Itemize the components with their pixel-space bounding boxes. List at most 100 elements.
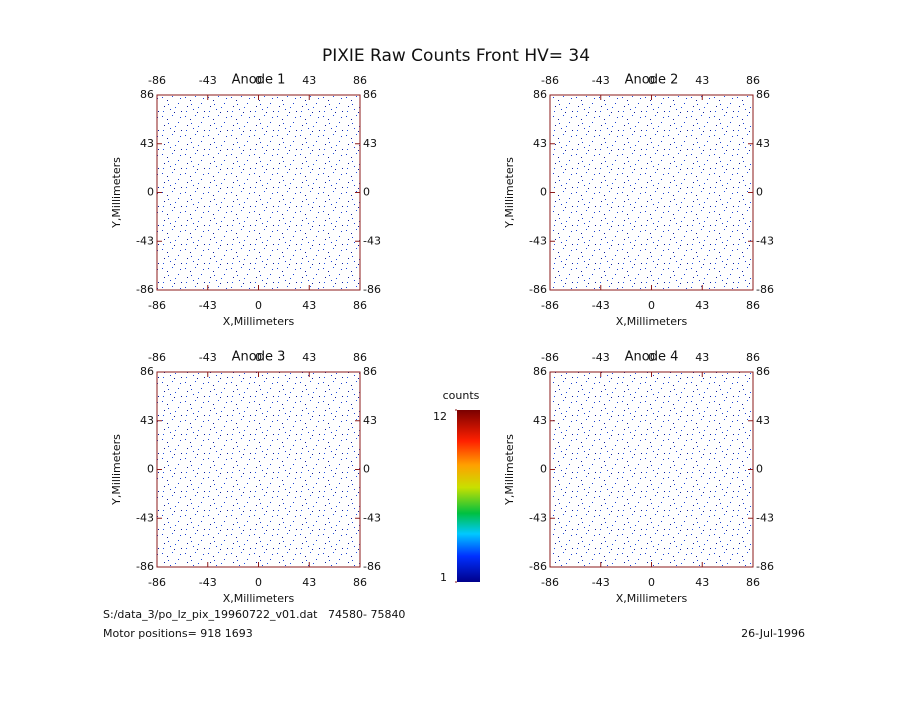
y-tick-label: 0 — [147, 463, 154, 476]
y-tick-label: 0 — [540, 186, 547, 199]
x-axis-label: X,Millimeters — [223, 315, 295, 328]
y-tick-label-right: 0 — [756, 463, 763, 476]
y-tick-label: 86 — [533, 365, 547, 378]
y-tick-label-right: 0 — [363, 463, 370, 476]
x-tick-label-top: -86 — [148, 74, 166, 87]
y-tick-label-right: 43 — [756, 414, 770, 427]
colorbar-tick-label: 1 — [440, 571, 447, 584]
x-axis-label: X,Millimeters — [616, 592, 688, 605]
y-axis-label: Y,Millimeters — [110, 157, 123, 229]
x-tick-label: -86 — [541, 299, 559, 312]
y-tick-label-right: -86 — [756, 560, 774, 573]
y-axis-label: Y,Millimeters — [503, 434, 516, 506]
y-tick-label-right: 43 — [363, 414, 377, 427]
date: 26-Jul-1996 — [741, 627, 805, 640]
colorbar-label: counts — [443, 389, 480, 402]
x-tick-label-top: 43 — [302, 351, 316, 364]
y-tick-label: -86 — [136, 560, 154, 573]
y-tick-label-right: 0 — [756, 186, 763, 199]
file-info: S:/data_3/po_lz_pix_19960722_v01.dat 745… — [103, 608, 405, 621]
count-map — [550, 372, 753, 567]
y-tick-label-right: 86 — [756, 88, 770, 101]
y-tick-label: -43 — [529, 511, 547, 524]
x-tick-label-top: 0 — [648, 74, 655, 87]
x-tick-label-top: 43 — [302, 74, 316, 87]
x-tick-label: 86 — [746, 299, 760, 312]
y-tick-label: -86 — [529, 560, 547, 573]
y-tick-label: 0 — [147, 186, 154, 199]
x-tick-label: 86 — [353, 299, 367, 312]
count-map — [550, 95, 753, 290]
x-tick-label-top: 43 — [695, 74, 709, 87]
y-tick-label: -86 — [529, 283, 547, 296]
x-tick-label: -86 — [541, 576, 559, 589]
y-axis-label: Y,Millimeters — [110, 434, 123, 506]
y-tick-label-right: -43 — [756, 234, 774, 247]
x-tick-label-top: 0 — [255, 74, 262, 87]
x-tick-label: 0 — [255, 299, 262, 312]
x-tick-label-top: -43 — [592, 74, 610, 87]
x-tick-label: 0 — [255, 576, 262, 589]
x-tick-label-top: 86 — [353, 74, 367, 87]
y-tick-label-right: -86 — [756, 283, 774, 296]
x-tick-label: 0 — [648, 299, 655, 312]
y-tick-label-right: -43 — [756, 511, 774, 524]
y-tick-label-right: -43 — [363, 511, 381, 524]
y-axis-label: Y,Millimeters — [503, 157, 516, 229]
y-tick-label-right: 86 — [756, 365, 770, 378]
x-tick-label-top: 86 — [353, 351, 367, 364]
x-tick-label: 43 — [302, 299, 316, 312]
count-map — [157, 372, 360, 567]
x-tick-label-top: -43 — [199, 74, 217, 87]
x-tick-label: 86 — [353, 576, 367, 589]
x-tick-label-top: 0 — [648, 351, 655, 364]
x-tick-label-top: 86 — [746, 351, 760, 364]
y-tick-label-right: 86 — [363, 88, 377, 101]
y-tick-label: -43 — [136, 511, 154, 524]
x-tick-label-top: 86 — [746, 74, 760, 87]
x-tick-label-top: -86 — [148, 351, 166, 364]
y-tick-label: 43 — [140, 414, 154, 427]
y-tick-label: -43 — [529, 234, 547, 247]
x-tick-label: 0 — [648, 576, 655, 589]
x-tick-label-top: -86 — [541, 74, 559, 87]
x-axis-label: X,Millimeters — [616, 315, 688, 328]
y-tick-label: 86 — [140, 365, 154, 378]
y-tick-label-right: 43 — [363, 137, 377, 150]
y-tick-label: -86 — [136, 283, 154, 296]
x-tick-label: -86 — [148, 299, 166, 312]
count-map — [157, 95, 360, 290]
panel-title: Anode 4 — [625, 350, 679, 365]
x-tick-label-top: -43 — [199, 351, 217, 364]
x-tick-label: 43 — [302, 576, 316, 589]
y-tick-label-right: -43 — [363, 234, 381, 247]
x-tick-label-top: 43 — [695, 351, 709, 364]
colorbar-tick-label: 12 — [433, 410, 447, 423]
x-tick-label-top: -86 — [541, 351, 559, 364]
y-tick-label: 86 — [533, 88, 547, 101]
y-tick-label-right: -86 — [363, 283, 381, 296]
panel-title: Anode 3 — [232, 350, 286, 365]
page-title: PIXIE Raw Counts Front HV= 34 — [322, 46, 590, 66]
x-tick-label-top: 0 — [255, 351, 262, 364]
y-tick-label-right: 43 — [756, 137, 770, 150]
x-axis-label: X,Millimeters — [223, 592, 295, 605]
x-tick-label: 43 — [695, 576, 709, 589]
colorbar — [457, 410, 480, 582]
y-tick-label: 43 — [533, 137, 547, 150]
x-tick-label: -86 — [148, 576, 166, 589]
x-tick-label-top: -43 — [592, 351, 610, 364]
x-tick-label: 43 — [695, 299, 709, 312]
y-tick-label: 43 — [533, 414, 547, 427]
x-tick-label: -43 — [199, 299, 217, 312]
motor-info: Motor positions= 918 1693 — [103, 627, 253, 640]
y-tick-label-right: 0 — [363, 186, 370, 199]
y-tick-label-right: -86 — [363, 560, 381, 573]
x-tick-label: -43 — [592, 576, 610, 589]
panel-title: Anode 1 — [232, 73, 286, 88]
panel-title: Anode 2 — [625, 73, 679, 88]
y-tick-label: 86 — [140, 88, 154, 101]
x-tick-label: -43 — [592, 299, 610, 312]
y-tick-label-right: 86 — [363, 365, 377, 378]
